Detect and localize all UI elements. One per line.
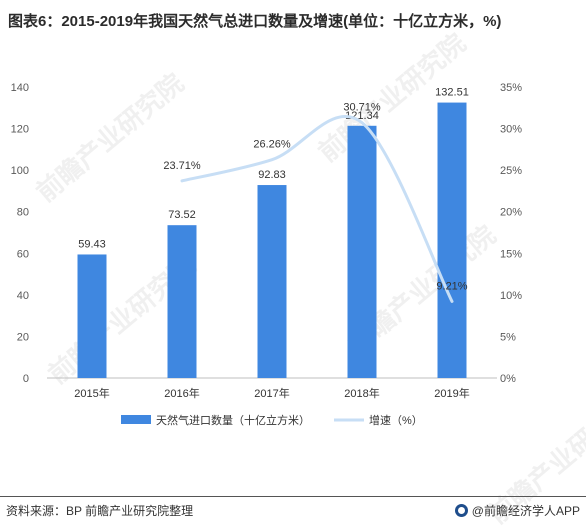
y-right-tick-label: 30% <box>500 124 522 136</box>
source-note: 资料来源：BP 前瞻产业研究院整理 <box>6 504 194 518</box>
y-left-tick-label: 120 <box>11 124 29 136</box>
y-left-tick-label: 20 <box>17 331 29 343</box>
bar-value-label: 92.83 <box>258 169 286 181</box>
y-left-tick-label: 100 <box>11 165 29 177</box>
growth-line <box>180 115 454 303</box>
bar-value-label: 73.52 <box>168 209 196 221</box>
y-left-tick-label: 0 <box>23 373 29 385</box>
x-tick-label: 2016年 <box>164 386 199 400</box>
x-tick-label: 2019年 <box>434 386 469 400</box>
bar <box>77 254 107 378</box>
legend-bar-swatch <box>121 415 151 424</box>
brand-text: @前瞻经济学人APP <box>471 504 580 518</box>
y-right-tick-label: 25% <box>500 165 522 177</box>
y-right-tick-label: 15% <box>500 248 522 260</box>
y-left-tick-label: 140 <box>11 82 29 94</box>
brand-logo-icon <box>454 504 468 517</box>
bar <box>347 125 377 379</box>
line-value-label: 26.26% <box>253 139 291 151</box>
brand-credit: @前瞻经济学人APP <box>454 502 580 519</box>
bar <box>437 102 467 379</box>
legend-bar-label: 天然气进口数量（十亿立方米） <box>156 413 310 427</box>
x-tick-label: 2018年 <box>344 386 379 400</box>
footer-divider <box>0 496 586 497</box>
bar-value-label: 59.43 <box>78 238 106 250</box>
y-left-tick-label: 40 <box>17 290 29 302</box>
y-left-tick-label: 60 <box>17 248 29 260</box>
y-left-tick-label: 80 <box>17 207 29 219</box>
y-right-tick-label: 0% <box>500 373 516 385</box>
legend-line-label: 增速（%） <box>369 413 423 427</box>
y-right-tick-label: 35% <box>500 82 522 94</box>
bar <box>167 225 197 378</box>
line-value-label: 30.71% <box>343 102 381 114</box>
x-tick-label: 2015年 <box>74 386 109 400</box>
x-tick-label: 2017年 <box>254 386 289 400</box>
y-right-tick-label: 10% <box>500 290 522 302</box>
chart-title: 图表6：2015-2019年我国天然气总进口数量及增速(单位：十亿立方米，%) <box>8 13 502 30</box>
line-value-label: 23.71% <box>163 160 201 172</box>
bar <box>257 185 287 378</box>
y-right-tick-label: 5% <box>500 331 516 343</box>
bar-value-label: 132.51 <box>435 87 469 99</box>
line-value-label: 9.21% <box>436 280 467 292</box>
y-right-tick-label: 20% <box>500 207 522 219</box>
